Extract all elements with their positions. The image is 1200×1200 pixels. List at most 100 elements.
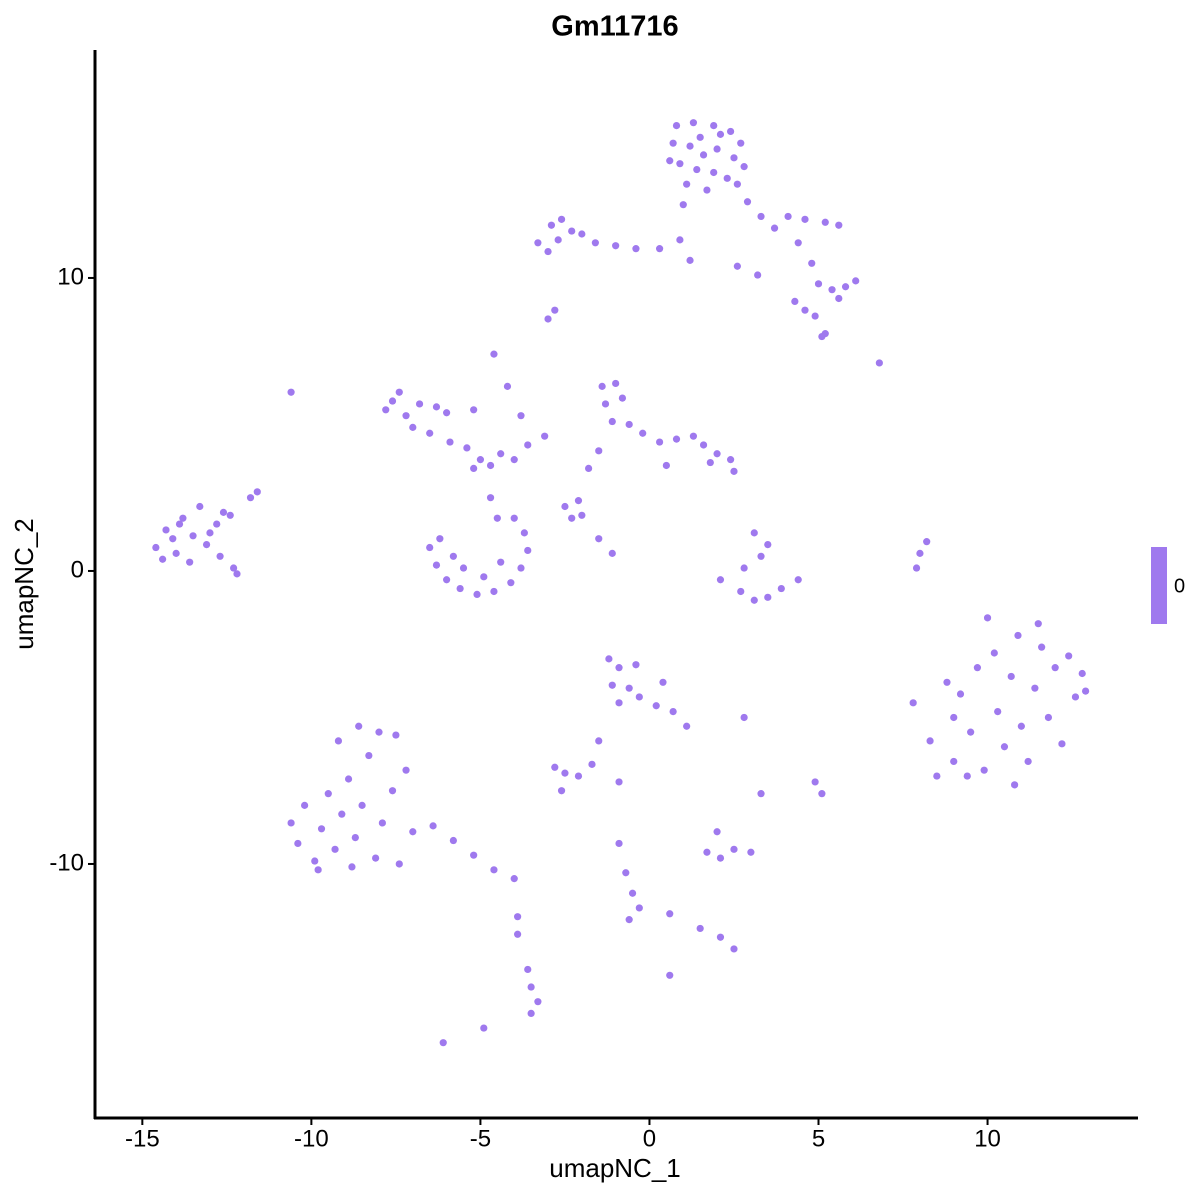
point xyxy=(585,464,593,473)
point xyxy=(388,397,397,405)
x-tick-label: 10 xyxy=(974,1125,1001,1152)
point xyxy=(662,461,670,470)
y-tick-label: -10 xyxy=(49,849,84,876)
point xyxy=(730,945,738,953)
point xyxy=(541,432,549,440)
point xyxy=(723,174,731,182)
point xyxy=(628,889,637,897)
point xyxy=(601,400,610,408)
point xyxy=(703,186,711,194)
point xyxy=(159,555,167,563)
point xyxy=(710,121,718,130)
point xyxy=(740,564,748,572)
point xyxy=(716,854,725,862)
point xyxy=(828,286,836,294)
point xyxy=(510,875,518,883)
point xyxy=(713,450,721,458)
point xyxy=(490,587,498,596)
point xyxy=(1038,643,1046,651)
point xyxy=(821,218,829,226)
point xyxy=(470,851,478,859)
point xyxy=(557,215,566,223)
point xyxy=(426,543,434,552)
point xyxy=(676,160,684,168)
point xyxy=(625,684,633,692)
point xyxy=(490,866,498,874)
point xyxy=(574,497,583,505)
point xyxy=(574,772,583,780)
y-tick-label: 0 xyxy=(71,556,84,583)
point xyxy=(226,511,234,519)
point xyxy=(730,154,738,162)
point xyxy=(967,728,975,736)
point xyxy=(656,438,664,446)
point xyxy=(980,766,988,774)
point xyxy=(801,306,809,314)
point xyxy=(510,456,518,464)
point xyxy=(679,201,687,209)
point xyxy=(912,564,921,572)
point xyxy=(554,236,562,244)
point xyxy=(652,702,660,710)
point xyxy=(909,699,917,707)
point xyxy=(439,1039,447,1047)
point xyxy=(608,417,616,426)
point xyxy=(693,165,701,174)
point xyxy=(378,819,386,827)
point xyxy=(375,728,383,736)
point xyxy=(605,655,613,663)
point xyxy=(926,737,934,745)
point xyxy=(219,508,228,516)
point xyxy=(983,614,992,622)
point xyxy=(699,441,708,449)
point xyxy=(699,151,708,159)
point xyxy=(689,432,698,440)
point xyxy=(510,514,518,522)
point xyxy=(426,429,434,437)
point xyxy=(486,494,495,502)
point xyxy=(344,775,353,783)
point xyxy=(706,458,714,467)
point xyxy=(615,839,623,848)
x-tick-label: 0 xyxy=(643,1125,656,1152)
point xyxy=(784,212,792,221)
point xyxy=(811,312,819,320)
point xyxy=(503,382,512,390)
point xyxy=(517,564,525,572)
point xyxy=(395,860,403,868)
point xyxy=(1007,672,1015,681)
point xyxy=(1078,669,1086,678)
point xyxy=(544,315,552,323)
point xyxy=(750,529,758,537)
point xyxy=(348,863,356,871)
point xyxy=(791,297,799,305)
point xyxy=(994,708,1002,716)
point xyxy=(534,239,542,247)
point xyxy=(311,857,319,865)
point xyxy=(730,845,738,853)
point xyxy=(409,423,417,431)
chart-title: Gm11716 xyxy=(551,11,678,43)
point xyxy=(632,661,640,669)
point xyxy=(1034,620,1042,628)
point xyxy=(294,839,302,848)
point xyxy=(493,514,501,522)
point xyxy=(737,587,745,596)
point xyxy=(615,778,623,786)
point xyxy=(561,502,569,511)
point xyxy=(686,142,694,150)
point xyxy=(436,535,444,543)
point xyxy=(527,983,535,991)
point xyxy=(1051,664,1059,672)
point xyxy=(557,787,566,795)
point xyxy=(520,529,528,537)
point xyxy=(213,520,221,528)
point xyxy=(331,845,339,853)
point xyxy=(443,576,451,584)
point xyxy=(175,520,184,528)
point xyxy=(598,382,606,390)
point xyxy=(730,467,738,475)
point xyxy=(568,514,576,522)
point xyxy=(808,259,816,267)
point xyxy=(355,722,363,730)
